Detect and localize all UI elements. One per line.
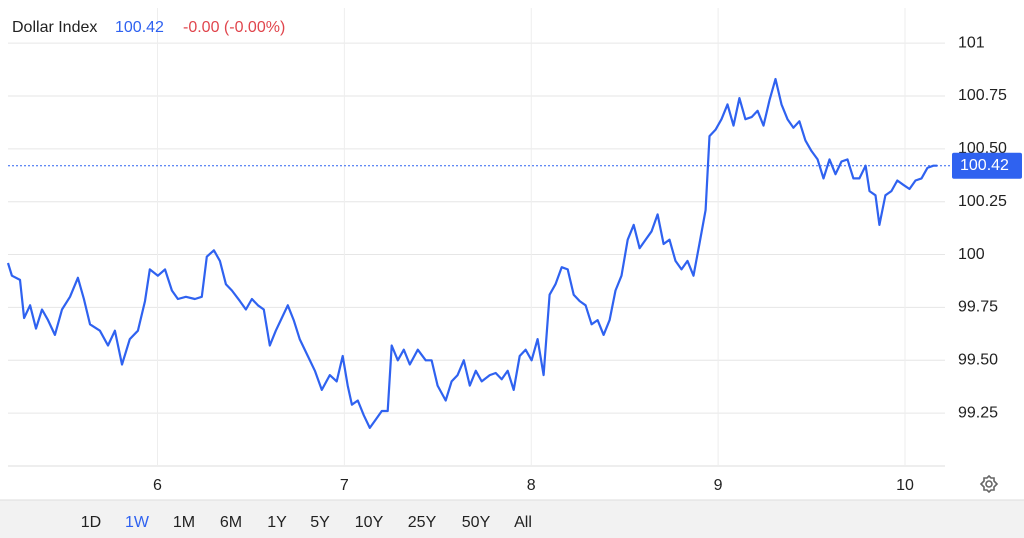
y-tick-label: 100.25 bbox=[958, 193, 1007, 210]
header-change: -0.00 (-0.00%) bbox=[183, 19, 285, 36]
y-tick-label: 101 bbox=[958, 34, 985, 51]
x-tick-label: 10 bbox=[896, 477, 914, 494]
range-button[interactable]: 5Y bbox=[310, 514, 330, 531]
y-tick-label: 99.25 bbox=[958, 404, 998, 421]
last-price-label: 100.42 bbox=[960, 157, 1009, 174]
range-button[interactable]: 10Y bbox=[355, 514, 384, 531]
y-tick-label: 100 bbox=[958, 246, 985, 263]
range-button[interactable]: 1M bbox=[173, 514, 195, 531]
range-button[interactable]: 1D bbox=[81, 514, 101, 531]
range-button[interactable]: 50Y bbox=[462, 514, 491, 531]
y-tick-label: 99.50 bbox=[958, 351, 998, 368]
instrument-name: Dollar Index bbox=[12, 19, 97, 36]
range-button[interactable]: 1Y bbox=[267, 514, 287, 531]
x-tick-label: 6 bbox=[153, 477, 162, 494]
settings-icon[interactable] bbox=[979, 474, 999, 494]
x-tick-label: 8 bbox=[527, 477, 536, 494]
range-button[interactable]: 1W bbox=[125, 514, 150, 531]
y-tick-label: 100.75 bbox=[958, 87, 1007, 104]
range-button[interactable]: 25Y bbox=[408, 514, 437, 531]
price-line bbox=[6, 77, 938, 429]
x-tick-label: 7 bbox=[340, 477, 349, 494]
last-price-tag bbox=[952, 152, 1022, 179]
range-bar bbox=[0, 500, 1024, 538]
header-price: 100.42 bbox=[115, 19, 164, 36]
range-button[interactable]: 6M bbox=[220, 514, 242, 531]
x-tick-label: 9 bbox=[714, 477, 723, 494]
range-button[interactable]: All bbox=[514, 514, 532, 531]
y-tick-label: 99.75 bbox=[958, 299, 998, 316]
